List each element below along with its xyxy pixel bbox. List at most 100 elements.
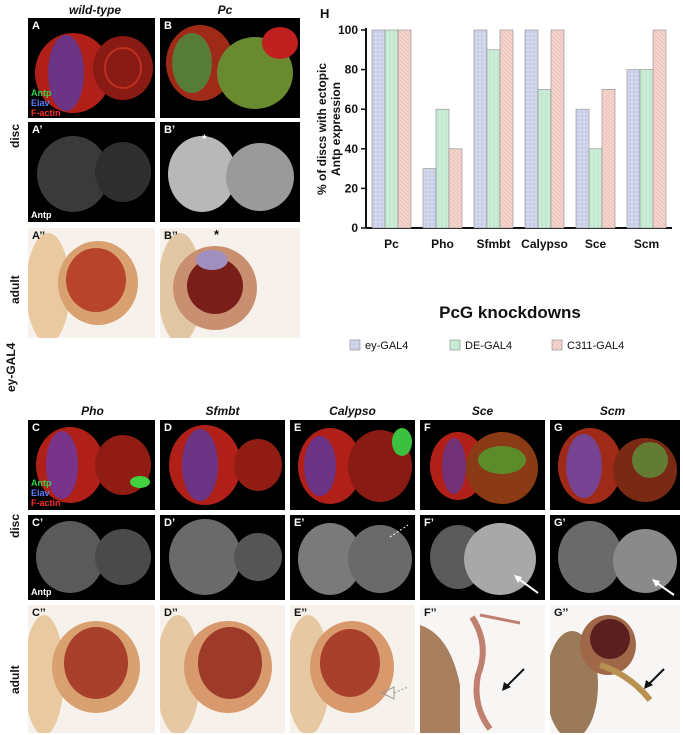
- legend-swatch-c311-gal4: [551, 339, 563, 351]
- bar-c311-gal4: [448, 148, 463, 229]
- y-tick-label: 40: [345, 142, 359, 156]
- panel-g-prime-antp: G’: [550, 515, 680, 600]
- panel-c-double-prime-adult: C’’: [28, 605, 155, 733]
- panel-label-f-prime: F’: [424, 517, 434, 529]
- row-label-disc-bottom: disc: [8, 513, 22, 538]
- disc-image-a: [35, 33, 153, 113]
- panel-b-double-prime-adult: B’’ *: [160, 228, 300, 338]
- bar-c311-gal4: [601, 89, 616, 229]
- title-calypso: Calypso: [329, 404, 376, 418]
- bar-c311-gal4: [397, 29, 412, 229]
- row-label-driver: ey-GAL4: [4, 342, 18, 392]
- panel-label-f-double-prime: F’’: [424, 607, 437, 619]
- adult-image-b: [160, 233, 257, 338]
- bar-chart: H 0 20 40 60 80 100 % of discs with ectopicAntp…: [315, 6, 672, 352]
- panel-label-a: A: [32, 20, 40, 32]
- y-tick-label: 100: [338, 23, 358, 37]
- adult-image-e: [290, 615, 409, 733]
- bar-ey-gal4: [371, 29, 386, 229]
- bar-ey-gal4: [575, 108, 590, 229]
- legend-label-de-gal4: DE-GAL4: [465, 340, 512, 352]
- panel-f-sce-disc: F: [420, 420, 545, 510]
- panel-g-scm-disc: G: [550, 420, 680, 510]
- adult-image-g: [550, 615, 665, 733]
- y-tick-label: 0: [351, 221, 358, 235]
- bar-de-gal4: [384, 29, 399, 229]
- disc-image-e: [298, 428, 412, 504]
- panel-label-a-prime: A’: [32, 124, 43, 136]
- panel-label-d-double-prime: D’’: [164, 607, 178, 619]
- antp-image-e: [298, 523, 412, 595]
- antp-image-c: [36, 521, 151, 593]
- title-sfmbt: Sfmbt: [205, 404, 240, 418]
- antp-image-d: [169, 519, 282, 595]
- x-tick-label: Pc: [384, 237, 399, 251]
- legend-antp-c: Antp: [31, 478, 52, 488]
- panel-label-h: H: [320, 6, 329, 21]
- row-label-adult-bottom: adult: [8, 665, 22, 694]
- bar-ey-gal4: [626, 69, 641, 229]
- panel-label-e: E: [294, 422, 302, 434]
- legend-label-ey-gal4: ey-GAL4: [365, 340, 408, 352]
- panel-f-prime-antp: F’: [420, 515, 545, 600]
- panel-label-d: D: [164, 422, 172, 434]
- panel-label-g-prime: G’: [554, 517, 566, 529]
- legend-swatch-de-gal4: [449, 339, 461, 351]
- panel-e-calypso-disc: E: [290, 420, 415, 510]
- legend-elav-c: Elav: [31, 488, 50, 498]
- panel-a-double-prime-adult: A’’: [28, 228, 155, 338]
- panel-d-sfmbt-disc: D: [160, 420, 285, 510]
- panel-b-pc-disc: B: [160, 18, 300, 118]
- legend-elav: Elav: [31, 98, 50, 108]
- title-pho: Pho: [81, 404, 104, 418]
- antp-image-g: [558, 521, 677, 596]
- title-sce: Sce: [471, 404, 494, 418]
- panel-d-double-prime-adult: D’’: [160, 605, 285, 733]
- bar-de-gal4: [588, 148, 603, 229]
- antp-image-f: [430, 523, 539, 595]
- bar-c311-gal4: [499, 29, 514, 229]
- panel-label-c: C: [32, 422, 40, 434]
- legend-antp: Antp: [31, 88, 52, 98]
- legend-swatch-ey-gal4: [349, 339, 361, 351]
- adult-image-a: [28, 233, 138, 338]
- legend-label-c311-gal4: C311-GAL4: [567, 340, 624, 352]
- adult-image-f: [420, 613, 525, 733]
- y-tick-label: 60: [345, 102, 359, 116]
- panel-label-b-double-prime: B’’: [164, 230, 178, 242]
- adult-image-d: [160, 615, 272, 733]
- x-tick-label: Sfmbt: [477, 237, 511, 251]
- panel-label-g-double-prime: G’’: [554, 607, 569, 619]
- panel-g-double-prime-adult: G’’: [550, 605, 680, 733]
- panel-label-c-prime: C’: [32, 517, 43, 529]
- panel-label-e-double-prime: E’’: [294, 607, 308, 619]
- panel-label-b: B: [164, 20, 172, 32]
- title-wild-type: wild-type: [68, 3, 121, 17]
- panel-label-g: G: [554, 422, 563, 434]
- disc-image-f: [430, 432, 538, 504]
- x-tick-label: Pho: [431, 237, 454, 251]
- asterisk-b-double-prime: *: [214, 228, 220, 242]
- x-axis-title: PcG knockdowns: [439, 303, 581, 322]
- bar-ey-gal4: [473, 29, 488, 229]
- bar-de-gal4: [486, 49, 501, 229]
- panel-e-double-prime-adult: E’’: [290, 605, 415, 733]
- y-tick-label: 80: [345, 63, 359, 77]
- y-axis-title: % of discs with ectopicAntp expression: [315, 63, 343, 195]
- panel-c-prime-antp: C’ Antp: [28, 515, 155, 600]
- panel-label-d-prime: D’: [164, 517, 175, 529]
- panel-b-prime-antp: B’ *: [160, 122, 300, 222]
- title-scm: Scm: [599, 404, 626, 418]
- panel-a-wildtype-disc: A Antp Elav F-actin: [28, 18, 155, 118]
- panel-e-prime-antp: E’: [290, 515, 415, 600]
- antp-label-c-prime: Antp: [31, 587, 52, 597]
- panel-label-e-prime: E’: [294, 517, 305, 529]
- panel-label-b-prime: B’: [164, 124, 175, 136]
- adult-image-c: [28, 615, 140, 733]
- title-pc: Pc: [217, 3, 233, 17]
- antp-label-a-prime: Antp: [31, 210, 52, 220]
- panel-c-pho-disc: C Antp Elav F-actin: [28, 420, 155, 510]
- panel-label-a-double-prime: A’’: [32, 230, 46, 242]
- disc-image-d: [169, 425, 282, 505]
- panel-label-c-double-prime: C’’: [32, 607, 46, 619]
